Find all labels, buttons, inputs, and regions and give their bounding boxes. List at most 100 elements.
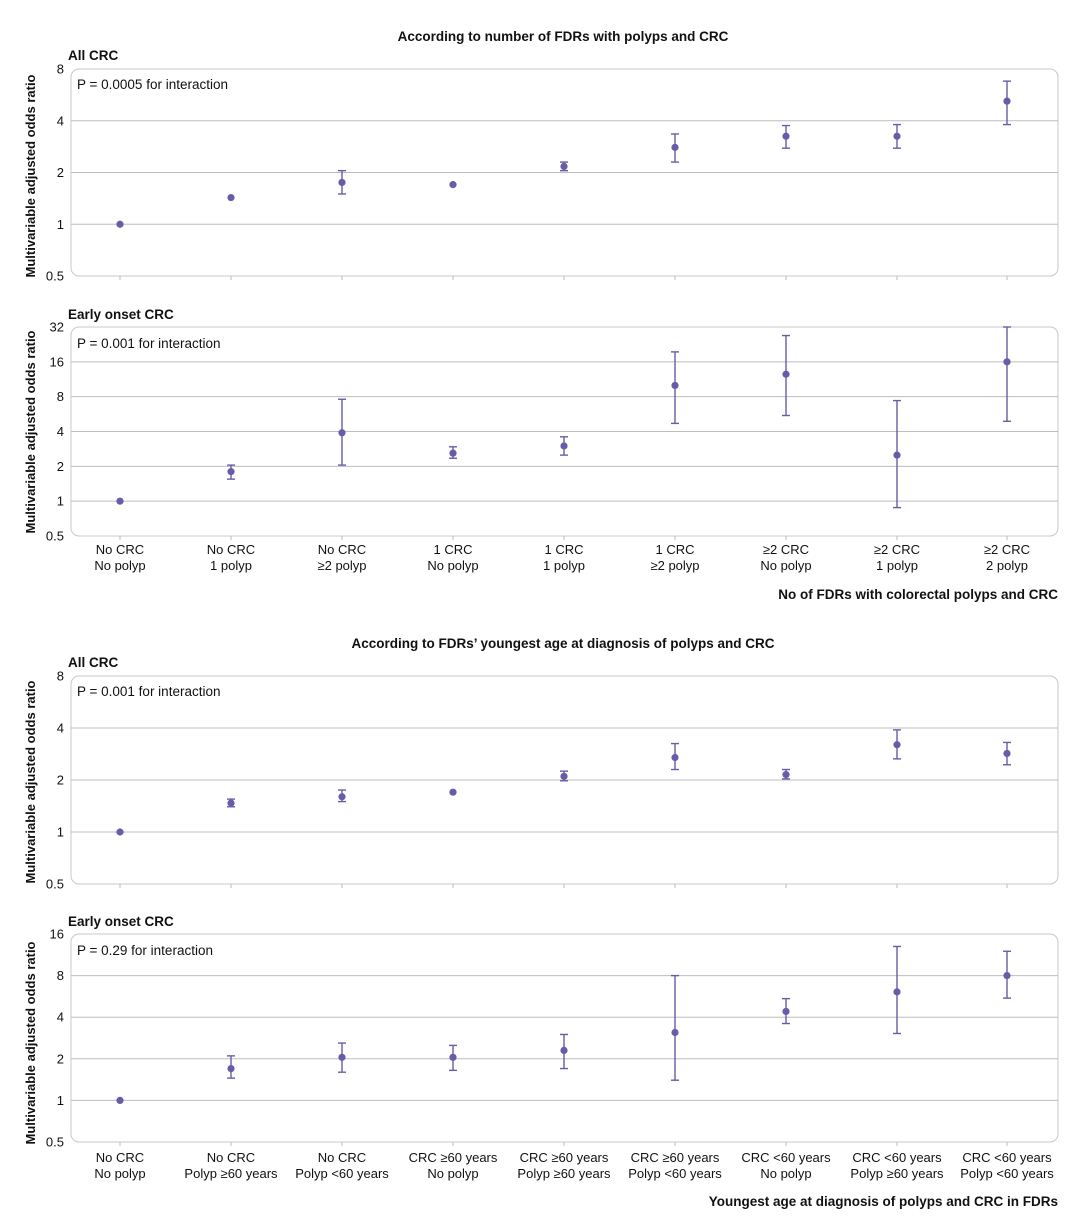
figure-a-title: According to number of FDRs with polyps … bbox=[398, 29, 729, 44]
y-tick-label: 8 bbox=[57, 62, 64, 77]
y-tick-label: 1 bbox=[57, 825, 64, 840]
category-label: Polyp ≥60 years bbox=[184, 1166, 278, 1181]
odds-ratio-point bbox=[227, 799, 235, 807]
y-tick-label: 1 bbox=[57, 217, 64, 232]
category-label: 1 CRC bbox=[544, 542, 583, 557]
panel-b2-p-value: P = 0.29 for interaction bbox=[77, 943, 213, 958]
y-tick-label: 8 bbox=[57, 968, 64, 983]
odds-ratio-point bbox=[116, 828, 124, 836]
odds-ratio-point bbox=[782, 770, 790, 779]
y-tick-label: 2 bbox=[57, 773, 64, 788]
odds-ratio-point bbox=[227, 468, 235, 476]
panel-b2-y-label: Multivariable adjusted odds ratio bbox=[23, 941, 38, 1144]
category-label: 1 polyp bbox=[543, 558, 585, 573]
odds-ratio-point bbox=[449, 788, 457, 796]
figure-b-x-label: Youngest age at diagnosis of polyps and … bbox=[709, 1194, 1058, 1209]
panel-a1-p-value: P = 0.0005 for interaction bbox=[77, 77, 228, 92]
category-label: 2 polyp bbox=[986, 558, 1028, 573]
odds-ratio-point bbox=[1003, 97, 1011, 105]
category-label: CRC <60 years bbox=[741, 1150, 831, 1165]
category-label: CRC ≥60 years bbox=[631, 1150, 720, 1165]
y-tick-label: 0.5 bbox=[46, 529, 64, 544]
panel-a1-y-label: Multivariable adjusted odds ratio bbox=[23, 74, 38, 277]
odds-ratio-point bbox=[338, 178, 346, 187]
panel-a2-title: Early onset CRC bbox=[68, 307, 174, 322]
panel-a2-y-label: Multivariable adjusted odds ratio bbox=[23, 330, 38, 533]
category-label: Polyp <60 years bbox=[628, 1166, 722, 1181]
y-tick-label: 8 bbox=[57, 389, 64, 404]
odds-ratio-point bbox=[116, 1096, 124, 1104]
category-label: ≥2 polyp bbox=[650, 558, 699, 573]
odds-ratio-point bbox=[893, 988, 901, 996]
category-label: 1 CRC bbox=[655, 542, 694, 557]
category-label: Polyp <60 years bbox=[960, 1166, 1054, 1181]
category-label: No CRC bbox=[96, 1150, 144, 1165]
odds-ratio-point bbox=[1003, 749, 1011, 758]
category-label: No CRC bbox=[318, 542, 366, 557]
odds-ratio-point bbox=[449, 449, 457, 457]
panel-b2-plot: 0.5 1 2 4 8 16 bbox=[46, 927, 1058, 1150]
odds-ratio-point bbox=[1003, 972, 1011, 980]
category-label: No CRC bbox=[207, 542, 255, 557]
panel-a1-plot: 0.5 1 2 4 8 bbox=[46, 62, 1058, 284]
figure-a-x-label: No of FDRs with colorectal polyps and CR… bbox=[778, 587, 1058, 602]
category-label: No polyp bbox=[94, 1166, 145, 1181]
odds-ratio-point bbox=[782, 132, 790, 140]
odds-ratio-point bbox=[893, 741, 901, 749]
y-tick-label: 4 bbox=[57, 1010, 64, 1025]
category-label: ≥2 CRC bbox=[874, 542, 920, 557]
panel-b1-title: All CRC bbox=[68, 655, 119, 670]
odds-ratio-point bbox=[560, 1046, 568, 1055]
y-tick-label: 0.5 bbox=[46, 877, 64, 892]
category-label: CRC ≥60 years bbox=[520, 1150, 609, 1165]
category-label: ≥2 polyp bbox=[317, 558, 366, 573]
y-tick-label: 8 bbox=[57, 669, 64, 684]
category-label: No CRC bbox=[318, 1150, 366, 1165]
y-tick-label: 1 bbox=[57, 1093, 64, 1108]
category-label: CRC <60 years bbox=[962, 1150, 1052, 1165]
panel-a2-p-value: P = 0.001 for interaction bbox=[77, 336, 220, 351]
y-tick-label: 4 bbox=[57, 424, 64, 439]
category-label: ≥2 CRC bbox=[763, 542, 809, 557]
y-tick-label: 0.5 bbox=[46, 1135, 64, 1150]
odds-ratio-point bbox=[671, 753, 679, 762]
y-tick-label: 16 bbox=[50, 927, 64, 942]
category-label: 1 polyp bbox=[876, 558, 918, 573]
category-label: No polyp bbox=[760, 1166, 811, 1181]
category-label: Polyp ≥60 years bbox=[517, 1166, 611, 1181]
odds-ratio-point bbox=[338, 1053, 346, 1061]
odds-ratio-point bbox=[893, 132, 901, 140]
odds-ratio-point bbox=[560, 442, 568, 450]
odds-ratio-point bbox=[449, 1053, 457, 1061]
panel-b1-p-value: P = 0.001 for interaction bbox=[77, 684, 220, 699]
odds-ratio-point bbox=[560, 772, 568, 780]
odds-ratio-point bbox=[782, 1007, 790, 1016]
category-label: CRC <60 years bbox=[852, 1150, 942, 1165]
odds-ratio-point bbox=[671, 381, 679, 390]
figure-b-title: According to FDRs’ youngest age at diagn… bbox=[351, 636, 774, 651]
y-tick-label: 1 bbox=[57, 494, 64, 509]
odds-ratio-point bbox=[560, 162, 568, 171]
odds-ratio-point bbox=[227, 1064, 235, 1073]
panel-b2-title: Early onset CRC bbox=[68, 914, 174, 929]
panel-b1-y-label: Multivariable adjusted odds ratio bbox=[23, 680, 38, 883]
category-label: No polyp bbox=[760, 558, 811, 573]
category-label: Polyp ≥60 years bbox=[850, 1166, 944, 1181]
odds-ratio-point bbox=[338, 793, 346, 801]
category-label: No polyp bbox=[427, 558, 478, 573]
category-label: ≥2 CRC bbox=[984, 542, 1030, 557]
odds-ratio-point bbox=[782, 370, 790, 378]
odds-ratio-point bbox=[893, 451, 901, 459]
y-tick-label: 4 bbox=[57, 721, 64, 736]
odds-ratio-point bbox=[1003, 358, 1011, 366]
category-label: No polyp bbox=[94, 558, 145, 573]
category-label: No CRC bbox=[207, 1150, 255, 1165]
category-label: 1 CRC bbox=[433, 542, 472, 557]
panel-b1-plot: 0.5 1 2 4 8 bbox=[46, 669, 1058, 892]
odds-ratio-point bbox=[338, 429, 346, 437]
odds-ratio-point bbox=[227, 193, 235, 202]
category-label: 1 polyp bbox=[210, 558, 252, 573]
category-label: CRC ≥60 years bbox=[409, 1150, 498, 1165]
